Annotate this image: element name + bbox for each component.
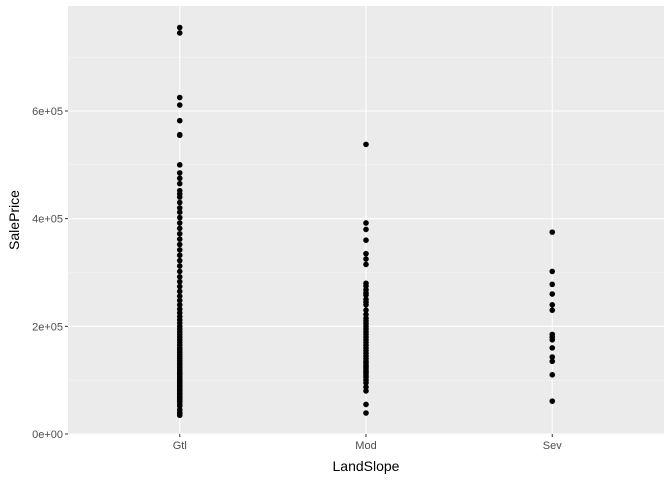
x-axis-title: LandSlope	[333, 458, 400, 474]
data-point	[176, 162, 183, 168]
data-points	[176, 24, 556, 419]
data-point	[549, 291, 556, 297]
data-point	[176, 274, 183, 280]
data-point	[176, 180, 183, 187]
data-point	[363, 384, 369, 390]
data-point	[363, 250, 369, 257]
y-tick-label: 0e+00	[32, 429, 63, 441]
data-point	[176, 297, 183, 304]
data-point	[549, 398, 556, 404]
data-point	[176, 293, 183, 299]
data-point	[176, 209, 183, 216]
data-point	[176, 236, 183, 242]
data-point	[363, 296, 369, 303]
data-point	[549, 302, 556, 308]
data-point	[176, 257, 183, 264]
data-point	[176, 230, 183, 237]
data-point	[176, 302, 183, 308]
data-point	[176, 199, 183, 206]
data-point	[176, 220, 183, 226]
y-tick-label: 4e+05	[32, 214, 63, 226]
data-point	[549, 331, 556, 338]
data-point	[549, 354, 556, 360]
data-point	[363, 256, 369, 262]
data-point	[176, 225, 183, 232]
data-point	[363, 311, 369, 318]
data-point	[176, 214, 183, 221]
data-point	[363, 141, 369, 148]
data-point	[176, 131, 183, 138]
data-point	[363, 220, 369, 226]
data-point	[176, 263, 183, 269]
data-point	[176, 170, 183, 176]
data-point	[363, 280, 369, 287]
x-tick-label: Mod	[355, 440, 376, 452]
data-point	[549, 358, 556, 365]
data-point	[176, 205, 183, 211]
data-point	[176, 252, 183, 259]
data-point	[176, 175, 183, 182]
data-point	[176, 102, 183, 108]
data-point	[549, 229, 556, 235]
y-axis-title: SalePrice	[6, 190, 22, 250]
x-tick-label: Gtl	[173, 440, 187, 452]
data-point	[549, 371, 556, 378]
x-axis-ticks: Gtl Mod Sev	[173, 434, 562, 452]
data-point	[176, 187, 183, 194]
data-point	[363, 410, 369, 416]
data-point	[176, 247, 183, 253]
y-tick-label: 6e+05	[32, 106, 63, 118]
data-point	[176, 306, 183, 312]
data-point	[549, 345, 556, 351]
data-point	[176, 288, 183, 295]
y-axis-ticks: 0e+00 2e+05 4e+05 6e+05	[32, 106, 68, 441]
data-point	[176, 94, 183, 101]
data-point	[363, 226, 369, 233]
x-tick-label: Sev	[543, 440, 562, 452]
data-point	[176, 241, 183, 248]
data-point	[363, 237, 369, 243]
data-point	[549, 281, 556, 288]
data-point	[363, 261, 369, 268]
data-point	[176, 30, 183, 36]
data-point	[549, 268, 556, 275]
y-tick-label: 2e+05	[32, 321, 63, 333]
data-point	[176, 283, 183, 290]
data-point	[176, 268, 183, 275]
data-point	[176, 278, 183, 285]
data-point	[363, 401, 369, 408]
data-point	[363, 307, 369, 313]
data-point	[176, 117, 183, 124]
data-point	[176, 24, 183, 31]
data-point	[549, 307, 556, 313]
